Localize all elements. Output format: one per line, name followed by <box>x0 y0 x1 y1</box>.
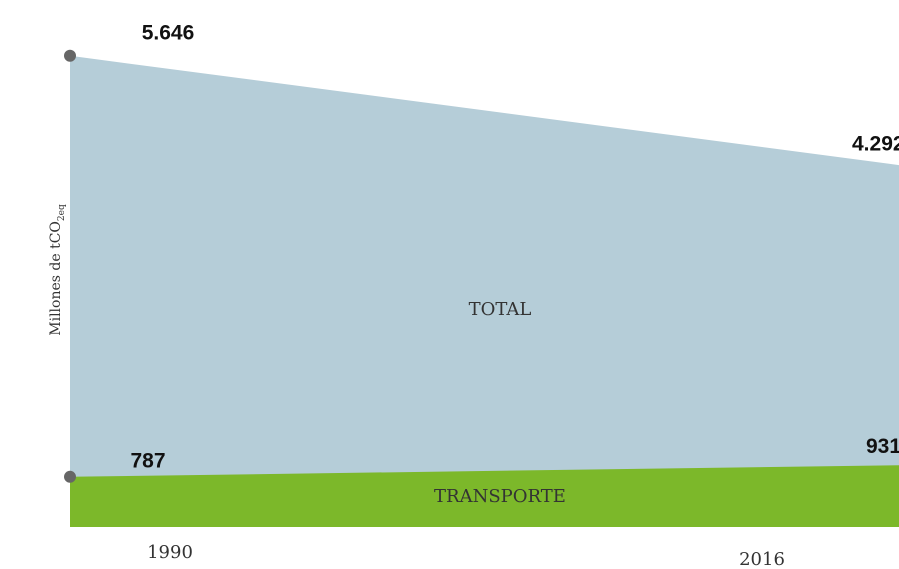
point <box>64 470 76 483</box>
y-label-text: Millones de tCO <box>48 221 64 336</box>
y-axis-label: Millones de tCO2eq <box>48 204 67 336</box>
y-label-sub: 2eq <box>57 204 67 221</box>
area <box>70 465 899 527</box>
x-tick-label: 1990 <box>147 542 193 563</box>
value-label: 4.292 <box>852 133 899 156</box>
value-label: 787 <box>130 449 165 472</box>
series-label: TOTAL <box>469 299 532 320</box>
area <box>70 55 899 527</box>
value-label: 5.646 <box>142 21 195 44</box>
value-label: 931 <box>866 435 899 458</box>
series-label: TRANSPORTE <box>434 486 566 507</box>
x-tick-label: 2016 <box>739 549 785 569</box>
point <box>64 49 76 62</box>
